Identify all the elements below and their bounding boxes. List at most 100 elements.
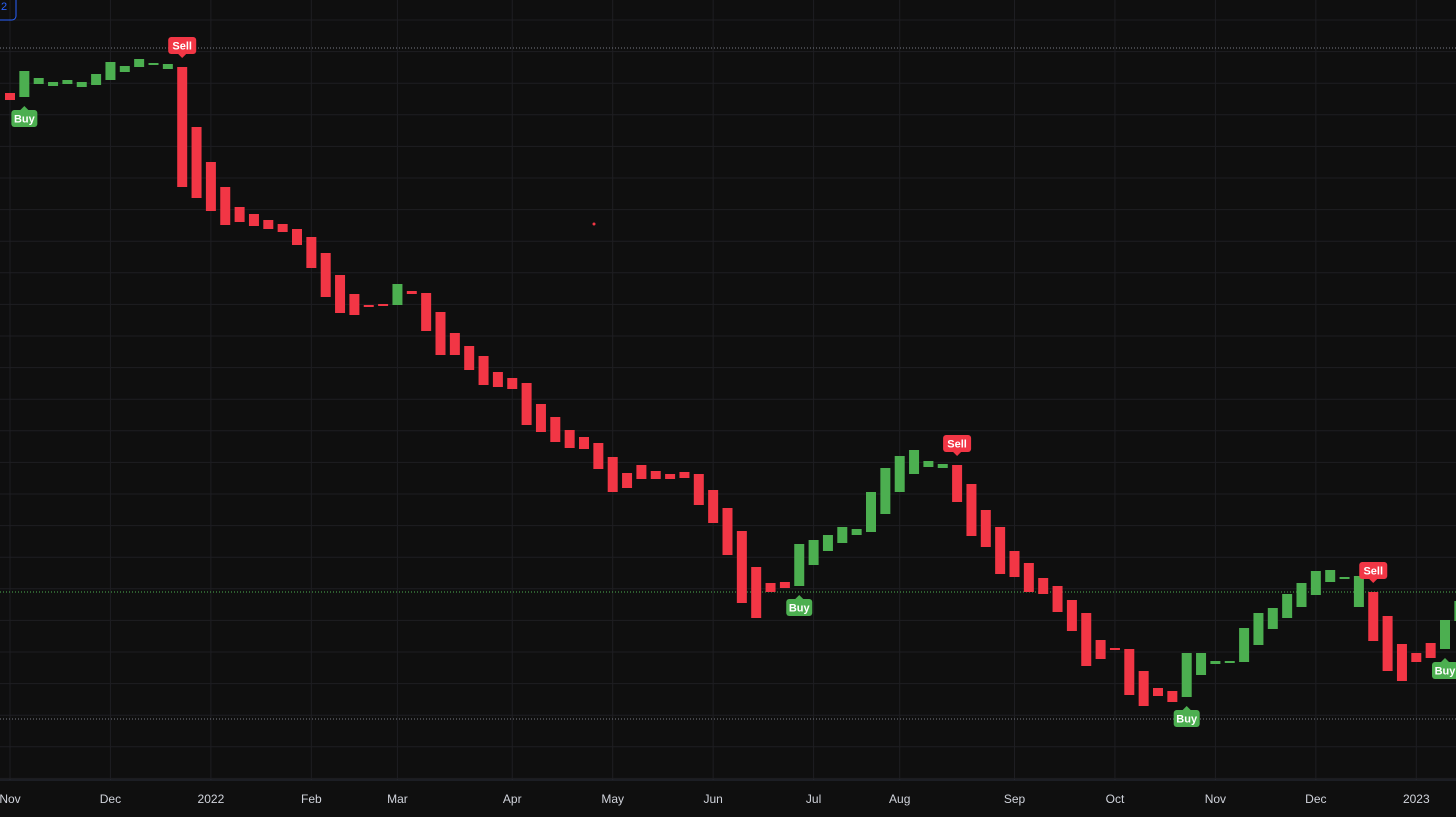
- candle-body: [1353, 576, 1364, 607]
- candle-body: [48, 82, 59, 86]
- x-tick-label: Dec: [1305, 792, 1326, 806]
- x-tick-label: 2023: [1403, 792, 1430, 806]
- candle-body: [779, 582, 790, 588]
- candle-body: [966, 484, 977, 536]
- candle-body: [5, 93, 15, 100]
- x-tick-label: Mar: [387, 792, 408, 806]
- x-tick-label: Sep: [1004, 792, 1026, 806]
- candle-body: [105, 62, 116, 80]
- candle-body: [421, 293, 432, 331]
- candle-body: [220, 187, 231, 225]
- candle-body: [722, 508, 733, 555]
- candle-body: [794, 544, 805, 586]
- candle-body: [550, 417, 561, 442]
- candle-body: [593, 443, 604, 469]
- signal-pointer: [1182, 706, 1191, 710]
- candle-body: [1109, 648, 1120, 650]
- candle-body: [19, 71, 30, 97]
- x-tick-label: Jul: [806, 792, 821, 806]
- signal: Sell: [943, 435, 972, 456]
- candle-body: [1339, 577, 1350, 579]
- signal-box: [168, 37, 197, 54]
- candle-body: [1038, 578, 1049, 594]
- signal-pointer: [953, 452, 962, 456]
- signal-box: [1359, 562, 1388, 579]
- x-tick-label: Aug: [889, 792, 910, 806]
- candle-body: [837, 527, 848, 543]
- candle-body: [521, 383, 532, 425]
- candle-body: [607, 457, 618, 492]
- signal-box: [943, 435, 972, 452]
- candle-body: [1325, 570, 1336, 582]
- x-tick-label: Jun: [703, 792, 722, 806]
- signal-label: Buy: [1176, 713, 1198, 725]
- candle-body: [1167, 691, 1178, 702]
- candle-body: [91, 74, 102, 85]
- grid: [0, 0, 1456, 780]
- candle-body: [349, 294, 360, 315]
- signal: Buy: [786, 595, 813, 616]
- candle-body: [751, 567, 762, 618]
- candle-body: [363, 305, 374, 307]
- signal-box: [786, 599, 813, 616]
- candle-body: [1454, 601, 1456, 621]
- candle-body: [378, 304, 389, 306]
- candle-body: [650, 471, 661, 479]
- signal-box: [11, 110, 38, 127]
- candle-body: [406, 291, 417, 294]
- candle-body: [1253, 613, 1264, 645]
- candle-body: [1138, 671, 1149, 706]
- candle-body: [1425, 643, 1436, 658]
- candle-body: [1081, 613, 1092, 666]
- x-tick-label: Nov: [1205, 792, 1226, 806]
- candle-body: [507, 378, 518, 389]
- signal-pointer: [1369, 579, 1378, 583]
- x-tick-label: Oct: [1106, 792, 1125, 806]
- candle-body: [119, 66, 130, 72]
- candle-body: [320, 253, 331, 297]
- dot: [592, 222, 596, 226]
- signal-label: Sell: [947, 438, 967, 450]
- x-tick-label: Feb: [301, 792, 322, 806]
- candle-body: [1396, 644, 1407, 681]
- candle-body: [708, 490, 719, 523]
- candle-body: [636, 465, 647, 479]
- x-tick-label: Dec: [100, 792, 121, 806]
- signal-box: [1432, 662, 1456, 679]
- candle-body: [995, 527, 1006, 574]
- candle-body: [880, 468, 891, 514]
- signal-label: Buy: [14, 113, 36, 125]
- x-tick-label: Nov: [0, 792, 21, 806]
- candle-body: [808, 540, 819, 565]
- candle-body: [665, 474, 676, 479]
- badge: 2: [1, 1, 7, 13]
- candle-body: [492, 372, 503, 387]
- candle-body: [392, 284, 403, 305]
- candle-body: [923, 461, 934, 467]
- candle-body: [464, 346, 475, 370]
- candle-body: [851, 529, 862, 535]
- candle-body: [1224, 661, 1235, 663]
- candle-body: [980, 510, 991, 547]
- candle-body: [1210, 661, 1221, 664]
- candle-body: [937, 464, 948, 468]
- signal: Sell: [168, 37, 197, 58]
- candle-body: [1382, 616, 1393, 671]
- candle-body: [564, 430, 575, 448]
- candle-body: [335, 275, 346, 313]
- signal: Buy: [11, 106, 38, 127]
- candle-body: [263, 220, 274, 229]
- badge-box[interactable]: [0, 0, 17, 21]
- candle-body: [435, 312, 446, 355]
- candle-body: [1310, 571, 1321, 595]
- candle-body: [1023, 563, 1034, 592]
- x-tick-label: Apr: [503, 792, 522, 806]
- candle-body: [76, 82, 87, 87]
- candle-body: [134, 59, 145, 67]
- candle-body: [1124, 649, 1135, 695]
- candle-body: [478, 356, 489, 385]
- candle-body: [1052, 586, 1063, 612]
- signal-label: Buy: [789, 602, 811, 614]
